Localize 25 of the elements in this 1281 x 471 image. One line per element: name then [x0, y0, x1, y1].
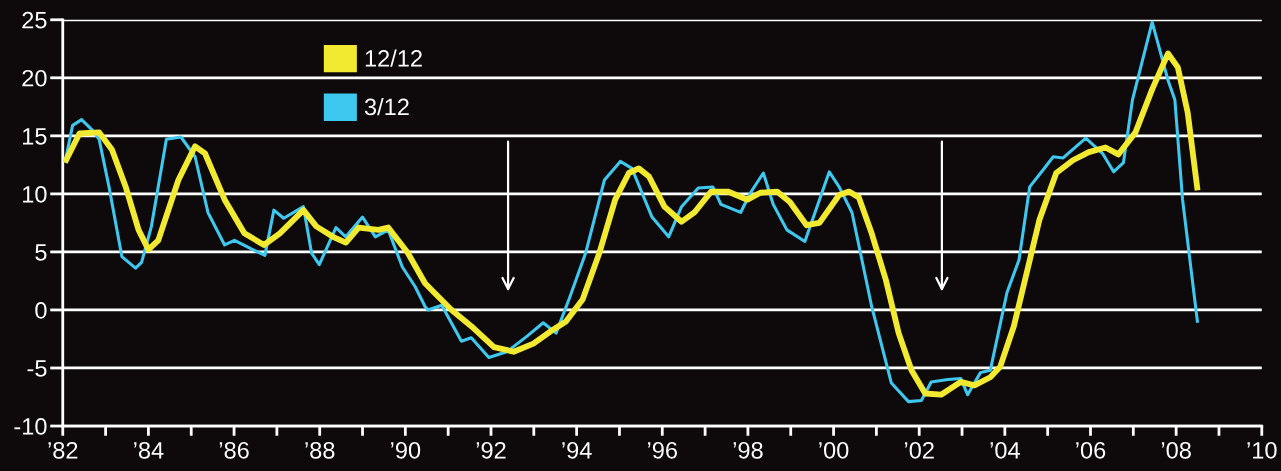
y-tick-label: -10: [14, 418, 47, 435]
x-tick-label: ’92: [476, 441, 506, 459]
x-tick-label: ’10: [1247, 441, 1277, 459]
x-tick-label: ’88: [305, 441, 335, 459]
x-tick-label: ’98: [733, 441, 763, 459]
x-tick-label: ’90: [391, 441, 421, 459]
x-tick-label: ’84: [134, 441, 164, 459]
x-tick-label: ’04: [990, 441, 1020, 459]
x-tick-label: ’02: [904, 441, 934, 459]
y-tick-label: -5: [27, 360, 47, 377]
legend-label: 3/12: [364, 97, 409, 116]
x-tick-label: ’82: [48, 441, 78, 459]
legend-label: 12/12: [365, 49, 422, 67]
y-tick-label: 25: [22, 11, 47, 29]
y-tick-label: 15: [23, 128, 47, 145]
y-tick-label: 5: [35, 244, 47, 261]
y-tick-label: 20: [22, 69, 47, 87]
y-tick-label: 0: [35, 302, 47, 319]
x-tick-label: ’00: [819, 441, 849, 459]
x-tick-label: ’86: [219, 441, 249, 459]
x-tick-label: ’08: [1161, 441, 1191, 459]
x-tick-label: ’96: [647, 441, 677, 459]
x-tick-label: ’94: [562, 441, 592, 459]
y-tick-label: 10: [23, 185, 47, 203]
x-tick-label: ’06: [1076, 441, 1106, 459]
